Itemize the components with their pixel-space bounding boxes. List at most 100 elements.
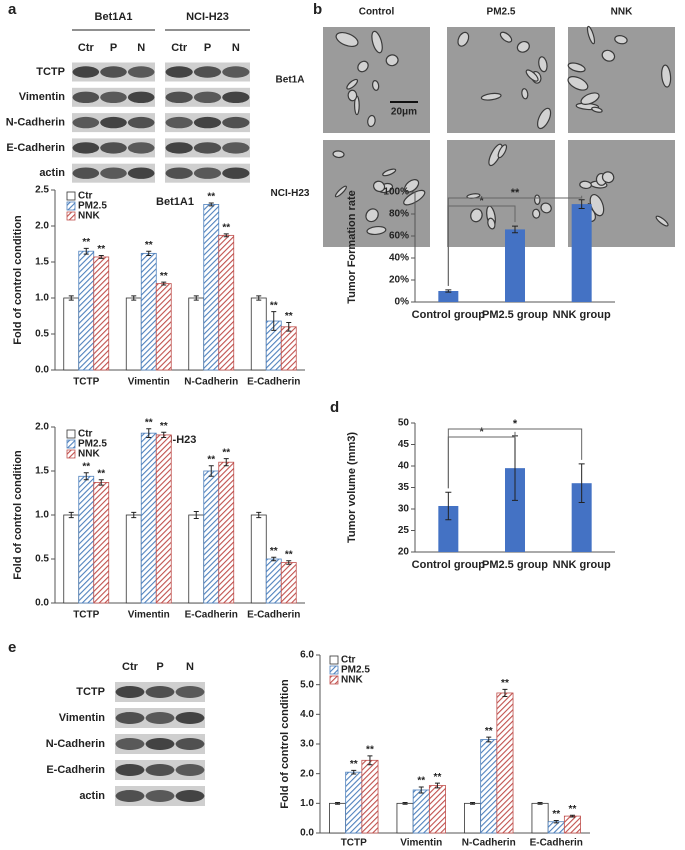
cell (366, 225, 387, 236)
blot-row-label: E-Cadherin (46, 764, 105, 776)
cell (346, 78, 359, 90)
cell (497, 144, 508, 159)
cell (487, 217, 496, 230)
bar (93, 482, 110, 604)
y-tick-label: 80% (389, 209, 409, 220)
legend-label: NNK (341, 675, 363, 686)
error-bar (208, 202, 214, 207)
y-tick-label: 0.5 (35, 554, 49, 565)
blot-row-label: E-Cadherin (6, 142, 65, 154)
comparison-label: ** (511, 187, 520, 199)
blot-band (222, 91, 250, 104)
significance-label: ** (97, 244, 105, 255)
y-tick-label: 25 (398, 525, 410, 536)
bar (188, 297, 205, 371)
scale-label: 20μm (391, 107, 417, 118)
blot-band (222, 142, 250, 154)
blot-band (175, 686, 205, 698)
error-bar (83, 472, 89, 481)
significance-label: ** (485, 726, 493, 737)
panel-label: a (8, 1, 17, 18)
error-bar (445, 491, 452, 521)
y-tick-label: 20% (389, 275, 409, 286)
blot-band (100, 167, 127, 179)
bar (531, 802, 549, 834)
bar (547, 821, 565, 834)
blot-row-label: Vimentin (19, 91, 66, 103)
cell (334, 185, 347, 198)
significance-label: ** (145, 417, 153, 428)
x-tick-label: NNK group (553, 559, 611, 571)
cell (525, 69, 539, 82)
y-tick-label: 1.5 (35, 466, 49, 477)
error-bar (131, 295, 137, 301)
legend-label: Ctr (78, 429, 93, 440)
y-tick-label: 20 (398, 547, 410, 558)
lane-label: Ctr (122, 661, 139, 673)
cell (373, 180, 386, 193)
legend-swatch (66, 201, 76, 211)
error-bar (286, 321, 292, 332)
error-bar (286, 560, 292, 565)
blot-band (165, 66, 193, 78)
lane-label: Ctr (78, 42, 95, 54)
column-label: NNK (611, 7, 633, 18)
significance-label: ** (501, 678, 509, 689)
blot-band (127, 91, 155, 104)
error-bar (553, 820, 559, 824)
bar (140, 432, 157, 604)
error-bar (68, 295, 74, 301)
cell (601, 171, 615, 184)
bar (140, 252, 157, 371)
significance-label: ** (417, 776, 425, 787)
cell (521, 88, 529, 100)
bar (571, 204, 592, 302)
error-bar (208, 465, 214, 477)
column-label: PM2.5 (487, 7, 516, 18)
x-tick-label: Control group (412, 559, 486, 571)
y-tick-label: 0.0 (35, 365, 49, 376)
cell (580, 92, 600, 105)
error-bar (271, 556, 277, 562)
y-tick-label: 5.0 (300, 679, 314, 690)
y-tick-label: 30 (398, 504, 410, 515)
y-tick-label: 0.5 (35, 329, 49, 340)
legend-label: PM2.5 (341, 665, 370, 676)
cell (661, 64, 672, 88)
x-tick-label: TCTP (73, 610, 99, 621)
legend-swatch (66, 191, 76, 201)
cell (367, 114, 376, 128)
bar (203, 470, 220, 604)
bar (155, 283, 172, 371)
blot-band (72, 142, 100, 154)
x-tick-label: N-Cadherin (184, 377, 238, 388)
y-tick-label: 0.0 (300, 828, 314, 839)
cell (470, 208, 483, 223)
legend-label: NNK (78, 449, 100, 460)
y-tick-label: 2.0 (35, 422, 49, 433)
y-tick-label: 35 (398, 482, 410, 493)
cell (371, 30, 383, 54)
significance-label: ** (82, 461, 90, 472)
blot-row-label: Vimentin (59, 712, 106, 724)
blot-band (100, 66, 127, 78)
error-bar (83, 247, 89, 255)
error-bar (445, 289, 452, 293)
significance-label: ** (366, 745, 374, 756)
blot-band (145, 790, 175, 802)
blot-band (145, 738, 175, 750)
error-bar (146, 250, 152, 257)
bar (280, 326, 297, 371)
bar (188, 514, 205, 604)
cell (537, 107, 552, 130)
x-tick-label: Vimentin (400, 838, 442, 849)
blot-band (100, 142, 127, 154)
legend-swatch (329, 655, 339, 665)
error-bar (335, 801, 341, 805)
y-axis-label: Fold of control condition (12, 450, 24, 580)
y-tick-label: 1.0 (35, 510, 49, 521)
blot-band (127, 167, 155, 179)
y-tick-label: 2.0 (300, 768, 314, 779)
bar (345, 771, 363, 834)
blot-row-label: actin (39, 167, 65, 179)
